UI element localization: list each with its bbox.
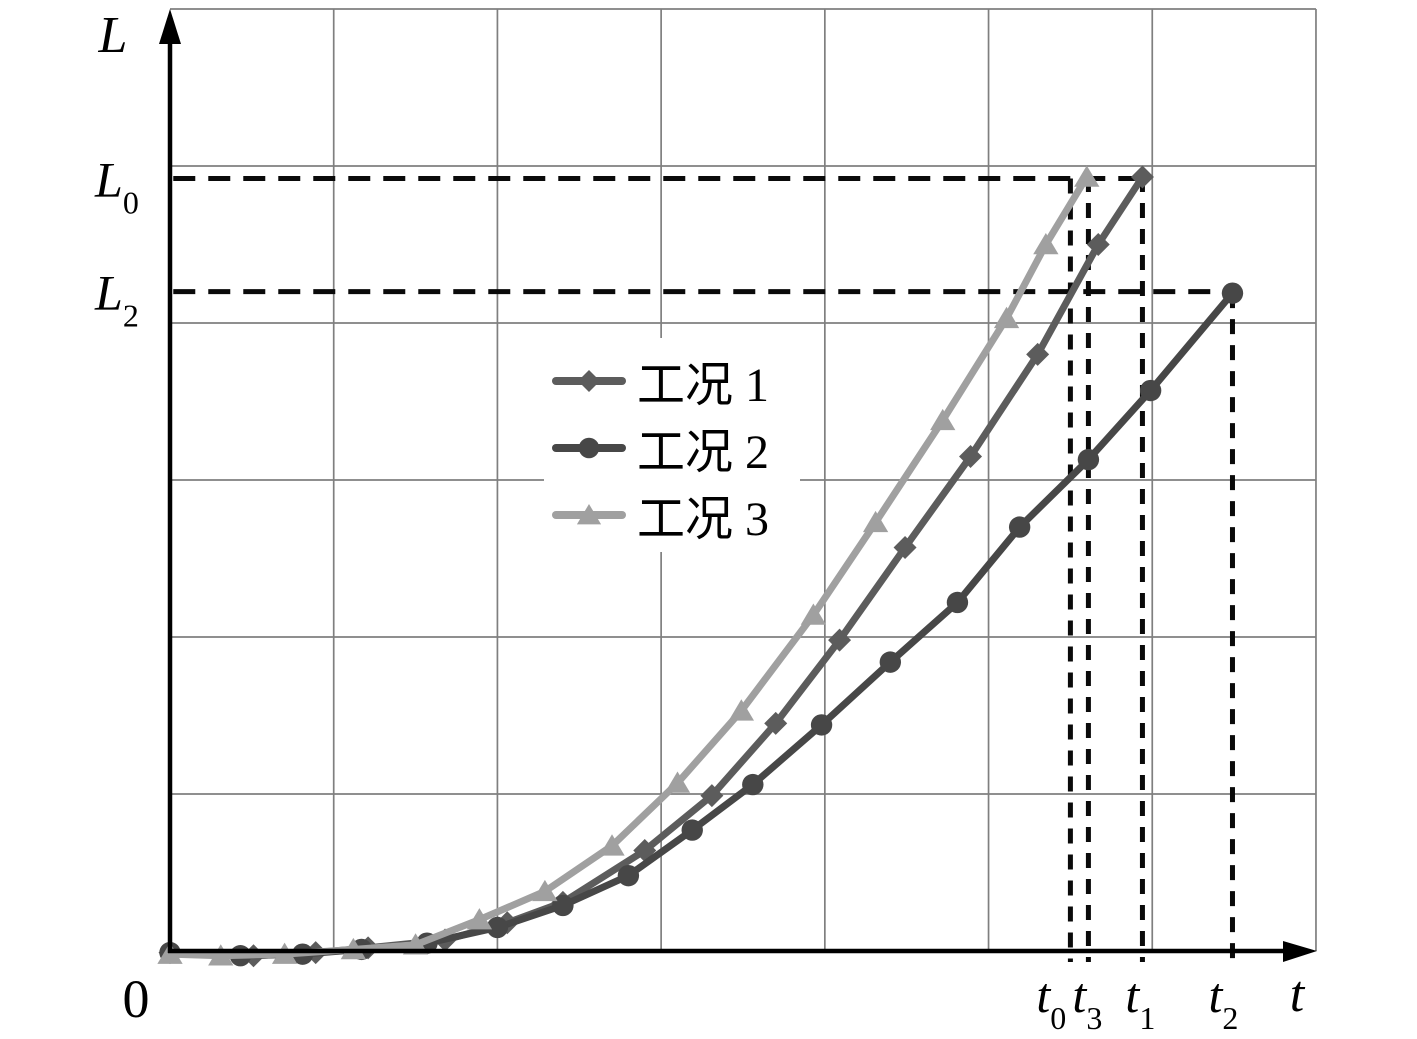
triangle-marker bbox=[208, 944, 234, 966]
tick-labels: L0 L2 t0 t3 t1 t2 bbox=[94, 152, 1238, 1036]
x-tick-label-t1: t1 bbox=[1125, 967, 1155, 1036]
series-1 bbox=[158, 165, 1154, 968]
circle-marker bbox=[1008, 516, 1031, 538]
circle-marker bbox=[552, 894, 574, 917]
circle-marker bbox=[810, 714, 833, 736]
diamond-marker bbox=[764, 711, 788, 735]
diamond-marker bbox=[959, 444, 983, 468]
diamond-marker bbox=[1086, 233, 1110, 256]
legend: 工况 1 工况 2 工况 3 bbox=[552, 359, 769, 546]
origin-label: 0 bbox=[123, 969, 150, 1029]
x-axis-arrowhead bbox=[1283, 941, 1317, 962]
y-axis-title: L bbox=[98, 7, 128, 64]
triangle-marker bbox=[340, 937, 367, 960]
data-series bbox=[157, 165, 1244, 968]
diamond-marker bbox=[1130, 165, 1154, 189]
x-tick-label-t2: t2 bbox=[1208, 967, 1238, 1036]
triangle-marker bbox=[271, 942, 298, 964]
legend-item-3: 工况 3 bbox=[552, 493, 769, 546]
circle-marker bbox=[617, 864, 640, 887]
diamond-marker bbox=[700, 784, 724, 808]
circle-marker bbox=[486, 916, 509, 939]
triangle-marker bbox=[532, 879, 558, 902]
legend-label: 工况 3 bbox=[637, 493, 769, 546]
y-tick-label-L0: L0 bbox=[94, 152, 139, 221]
legend-diamond-marker bbox=[578, 370, 600, 392]
axes bbox=[159, 9, 1317, 962]
triangle-marker bbox=[728, 699, 754, 721]
circle-marker bbox=[1077, 448, 1100, 471]
y-axis-arrowhead bbox=[159, 9, 181, 44]
legend-circle-marker bbox=[578, 437, 600, 459]
triangle-marker bbox=[930, 408, 956, 431]
reference-dashed-lines bbox=[173, 176, 1235, 962]
triangle-marker bbox=[599, 834, 625, 856]
legend-label: 工况 2 bbox=[637, 426, 769, 479]
circle-marker bbox=[1139, 379, 1162, 402]
diamond-marker bbox=[1026, 342, 1050, 366]
circle-marker bbox=[879, 651, 902, 673]
series-3 bbox=[157, 165, 1100, 966]
triangle-marker bbox=[993, 306, 1020, 329]
y-tick-label-L2: L2 bbox=[94, 265, 139, 334]
x-tick-label-t0: t0 bbox=[1036, 967, 1066, 1036]
legend-triangle-marker bbox=[576, 504, 602, 525]
diamond-marker bbox=[893, 536, 917, 560]
circle-marker bbox=[946, 591, 969, 614]
triangle-marker bbox=[664, 771, 691, 793]
triangle-marker bbox=[157, 942, 183, 964]
triangle-marker bbox=[800, 603, 827, 625]
grid-lines bbox=[170, 8, 1317, 951]
legend-label: 工况 1 bbox=[637, 359, 769, 412]
circle-marker bbox=[1221, 282, 1244, 304]
triangle-marker bbox=[1074, 165, 1100, 187]
x-axis-title: t bbox=[1290, 966, 1306, 1023]
x-tick-label-t3: t3 bbox=[1072, 967, 1102, 1036]
circle-marker bbox=[681, 819, 703, 841]
triangle-marker bbox=[1033, 233, 1059, 255]
triangle-marker bbox=[862, 510, 889, 533]
legend-item-2: 工况 2 bbox=[552, 426, 769, 479]
triangle-marker bbox=[466, 908, 493, 930]
legend-item-1: 工况 1 bbox=[552, 359, 769, 412]
diamond-marker bbox=[828, 628, 852, 652]
circle-marker bbox=[742, 773, 764, 796]
